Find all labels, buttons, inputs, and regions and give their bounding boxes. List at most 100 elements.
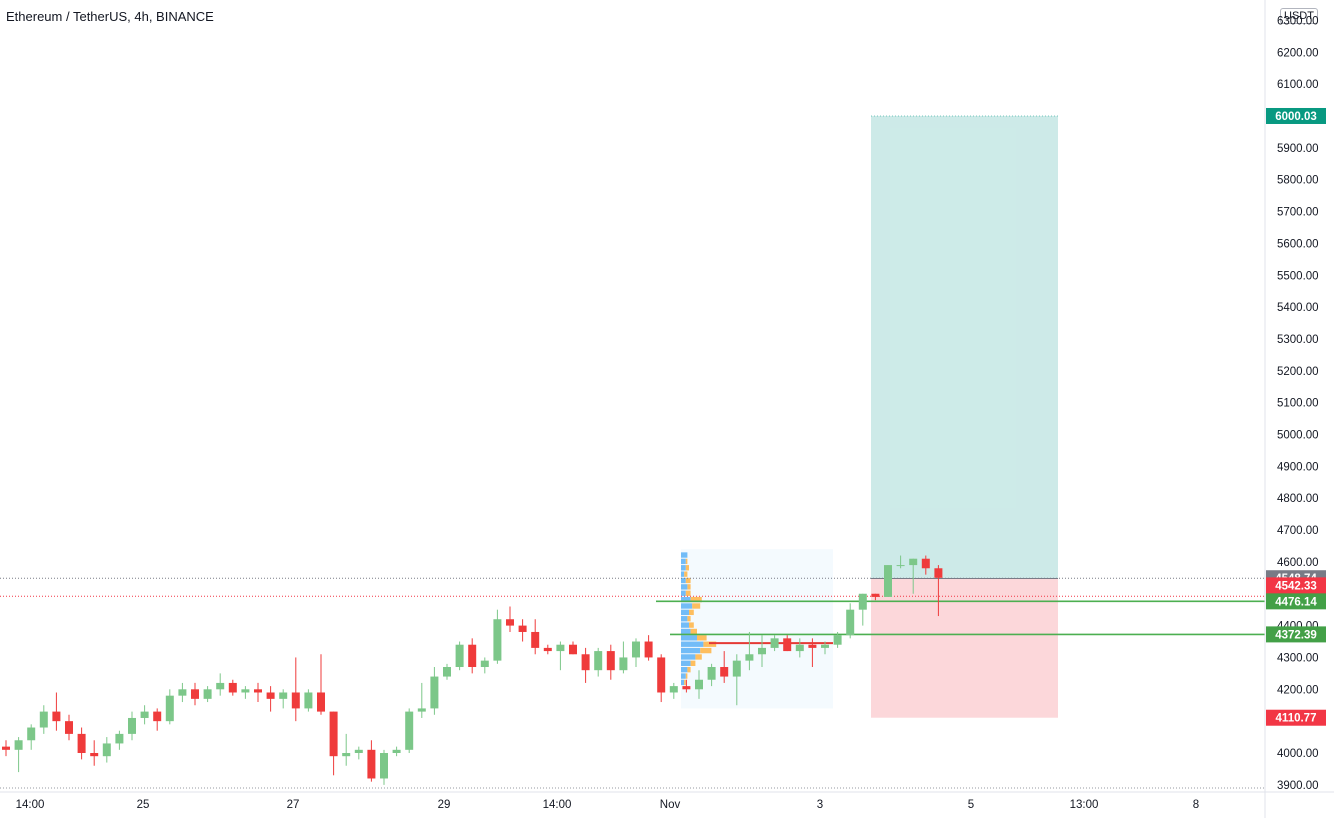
candle-body bbox=[254, 689, 262, 693]
currency-badge[interactable]: USDT bbox=[1280, 8, 1318, 24]
volume-profile-down-bar bbox=[689, 609, 694, 616]
candle-body bbox=[833, 635, 842, 645]
volume-profile-down-bar bbox=[684, 571, 688, 577]
support-badge-2-bg bbox=[1266, 626, 1326, 643]
volume-profile-down-bar bbox=[685, 577, 691, 584]
candle-body bbox=[758, 647, 766, 655]
volume-profile-down-bar bbox=[690, 660, 696, 667]
candle-body bbox=[682, 686, 691, 690]
volume-profile-down-bar bbox=[685, 673, 688, 679]
volume-profile-layer bbox=[681, 549, 833, 709]
candle bbox=[392, 746, 401, 757]
volume-profile-down-bar bbox=[700, 647, 712, 654]
volume-profile-down-bar bbox=[685, 558, 688, 565]
candle bbox=[405, 708, 414, 753]
candle bbox=[191, 682, 199, 706]
time-tick-label: 14:00 bbox=[16, 799, 45, 811]
position-zones-layer bbox=[871, 115, 1058, 718]
volume-profile-up-bar bbox=[681, 552, 688, 558]
candle bbox=[619, 641, 628, 674]
candle-body bbox=[241, 689, 250, 693]
candle-body bbox=[707, 667, 716, 680]
volume-profile-down-bar bbox=[684, 679, 686, 686]
volume-profile-down-bar bbox=[695, 654, 702, 660]
candle bbox=[543, 644, 552, 655]
candle-body bbox=[543, 647, 552, 652]
candle-body bbox=[153, 711, 162, 722]
candle-body bbox=[581, 654, 590, 671]
price-tick-label: 5300.00 bbox=[1277, 334, 1319, 346]
candle bbox=[795, 638, 804, 658]
candle bbox=[669, 682, 678, 699]
volume-profile-up-bar bbox=[681, 571, 685, 577]
candle bbox=[556, 641, 565, 671]
volume-profile-up-bar bbox=[681, 596, 691, 603]
candle bbox=[254, 682, 262, 703]
candle bbox=[707, 663, 716, 687]
candle-body bbox=[443, 667, 451, 677]
candle-body bbox=[354, 749, 363, 753]
price-tick-label: 6300.00 bbox=[1277, 15, 1319, 27]
price-tick-label: 5500.00 bbox=[1277, 270, 1319, 282]
candle-body bbox=[455, 644, 464, 668]
candle bbox=[594, 647, 603, 677]
candle-body bbox=[518, 625, 527, 632]
volume-profile-down-bar bbox=[692, 603, 701, 609]
volume-profile-down-bar bbox=[690, 596, 702, 603]
target-price-badge: 6000.03 bbox=[1275, 111, 1317, 123]
candle-body bbox=[921, 558, 930, 569]
candle bbox=[581, 647, 590, 683]
time-tick-label: 14:00 bbox=[543, 799, 572, 811]
candle-body bbox=[178, 689, 187, 696]
price-tick-label: 4900.00 bbox=[1277, 461, 1319, 473]
candle bbox=[632, 638, 640, 668]
price-tick-label: 5700.00 bbox=[1277, 207, 1319, 219]
volume-profile-down-bar bbox=[685, 565, 689, 571]
candle bbox=[317, 654, 325, 715]
candle-body bbox=[405, 711, 414, 750]
candle bbox=[228, 679, 237, 696]
candle bbox=[216, 673, 225, 696]
profit-zone bbox=[871, 115, 1058, 579]
candle bbox=[241, 686, 250, 699]
candle-body bbox=[14, 740, 23, 750]
candle bbox=[506, 606, 514, 632]
candle bbox=[304, 689, 313, 712]
candle bbox=[606, 644, 615, 680]
price-tick-label: 5000.00 bbox=[1277, 430, 1319, 442]
price-tick-label: 5600.00 bbox=[1277, 238, 1319, 250]
candle-body bbox=[291, 692, 300, 709]
price-tick-label: 5900.00 bbox=[1277, 143, 1319, 155]
last-price-badge: 4542.33 bbox=[1275, 580, 1317, 592]
candle-body bbox=[619, 657, 628, 671]
candle bbox=[27, 724, 36, 750]
candle-body bbox=[770, 638, 779, 648]
candle bbox=[518, 619, 527, 642]
candle-body bbox=[342, 753, 351, 757]
candle-body bbox=[90, 753, 99, 757]
candle bbox=[871, 593, 880, 601]
price-tick-label: 4800.00 bbox=[1277, 493, 1319, 505]
price-tick-label: 5200.00 bbox=[1277, 366, 1319, 378]
candle-body bbox=[191, 689, 199, 699]
candle-body bbox=[228, 682, 237, 693]
price-tick-label: 4000.00 bbox=[1277, 748, 1319, 760]
volume-profile-up-bar bbox=[681, 616, 688, 622]
candle-body bbox=[77, 733, 86, 753]
candle bbox=[808, 638, 817, 668]
volume-profile-up-bar bbox=[681, 622, 689, 628]
candle-body bbox=[317, 692, 325, 712]
volume-profile-down-bar bbox=[703, 641, 717, 647]
candle bbox=[821, 641, 829, 655]
volume-profile-up-bar bbox=[681, 635, 697, 641]
price-tick-label: 6100.00 bbox=[1277, 79, 1319, 91]
candle-body bbox=[304, 692, 313, 709]
volume-profile-down-bar bbox=[687, 584, 691, 590]
candle bbox=[354, 746, 363, 760]
stop-price-badge-bg bbox=[1266, 709, 1326, 726]
time-tick-label: Nov bbox=[660, 799, 681, 811]
price-tick-label: 4300.00 bbox=[1277, 652, 1319, 664]
candle bbox=[165, 689, 174, 725]
candle bbox=[569, 641, 577, 655]
